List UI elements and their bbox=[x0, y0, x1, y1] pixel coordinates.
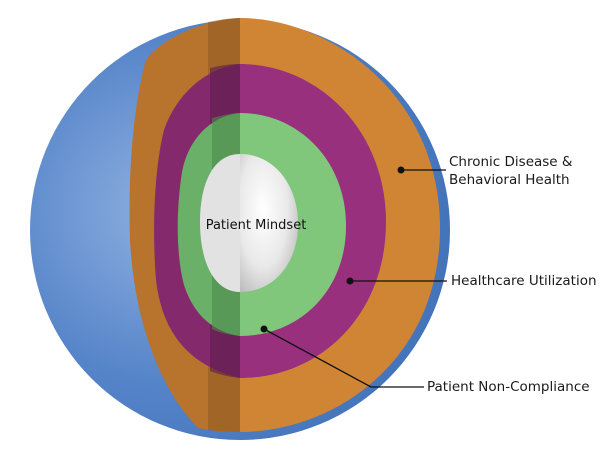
cutaway-layers bbox=[240, 18, 440, 432]
label-chronic-disease-line2: Behavioral Health bbox=[449, 172, 570, 188]
label-patient-mindset: Patient Mindset bbox=[206, 218, 307, 233]
label-chronic-disease-line1: Chronic Disease & bbox=[449, 154, 573, 170]
callout-chronic-disease: Chronic Disease & Behavioral Health bbox=[397, 154, 573, 188]
label-healthcare-utilization: Healthcare Utilization bbox=[451, 273, 597, 289]
callout-patient-non-compliance: Patient Non-Compliance bbox=[260, 325, 590, 395]
patient-mindset-core-right bbox=[240, 154, 298, 292]
label-patient-non-compliance: Patient Non-Compliance bbox=[427, 379, 590, 395]
callout-healthcare-utilization: Healthcare Utilization bbox=[346, 273, 597, 289]
patient-mindset-core-left bbox=[200, 154, 240, 292]
cutaway-layers-shaded bbox=[129, 18, 240, 432]
